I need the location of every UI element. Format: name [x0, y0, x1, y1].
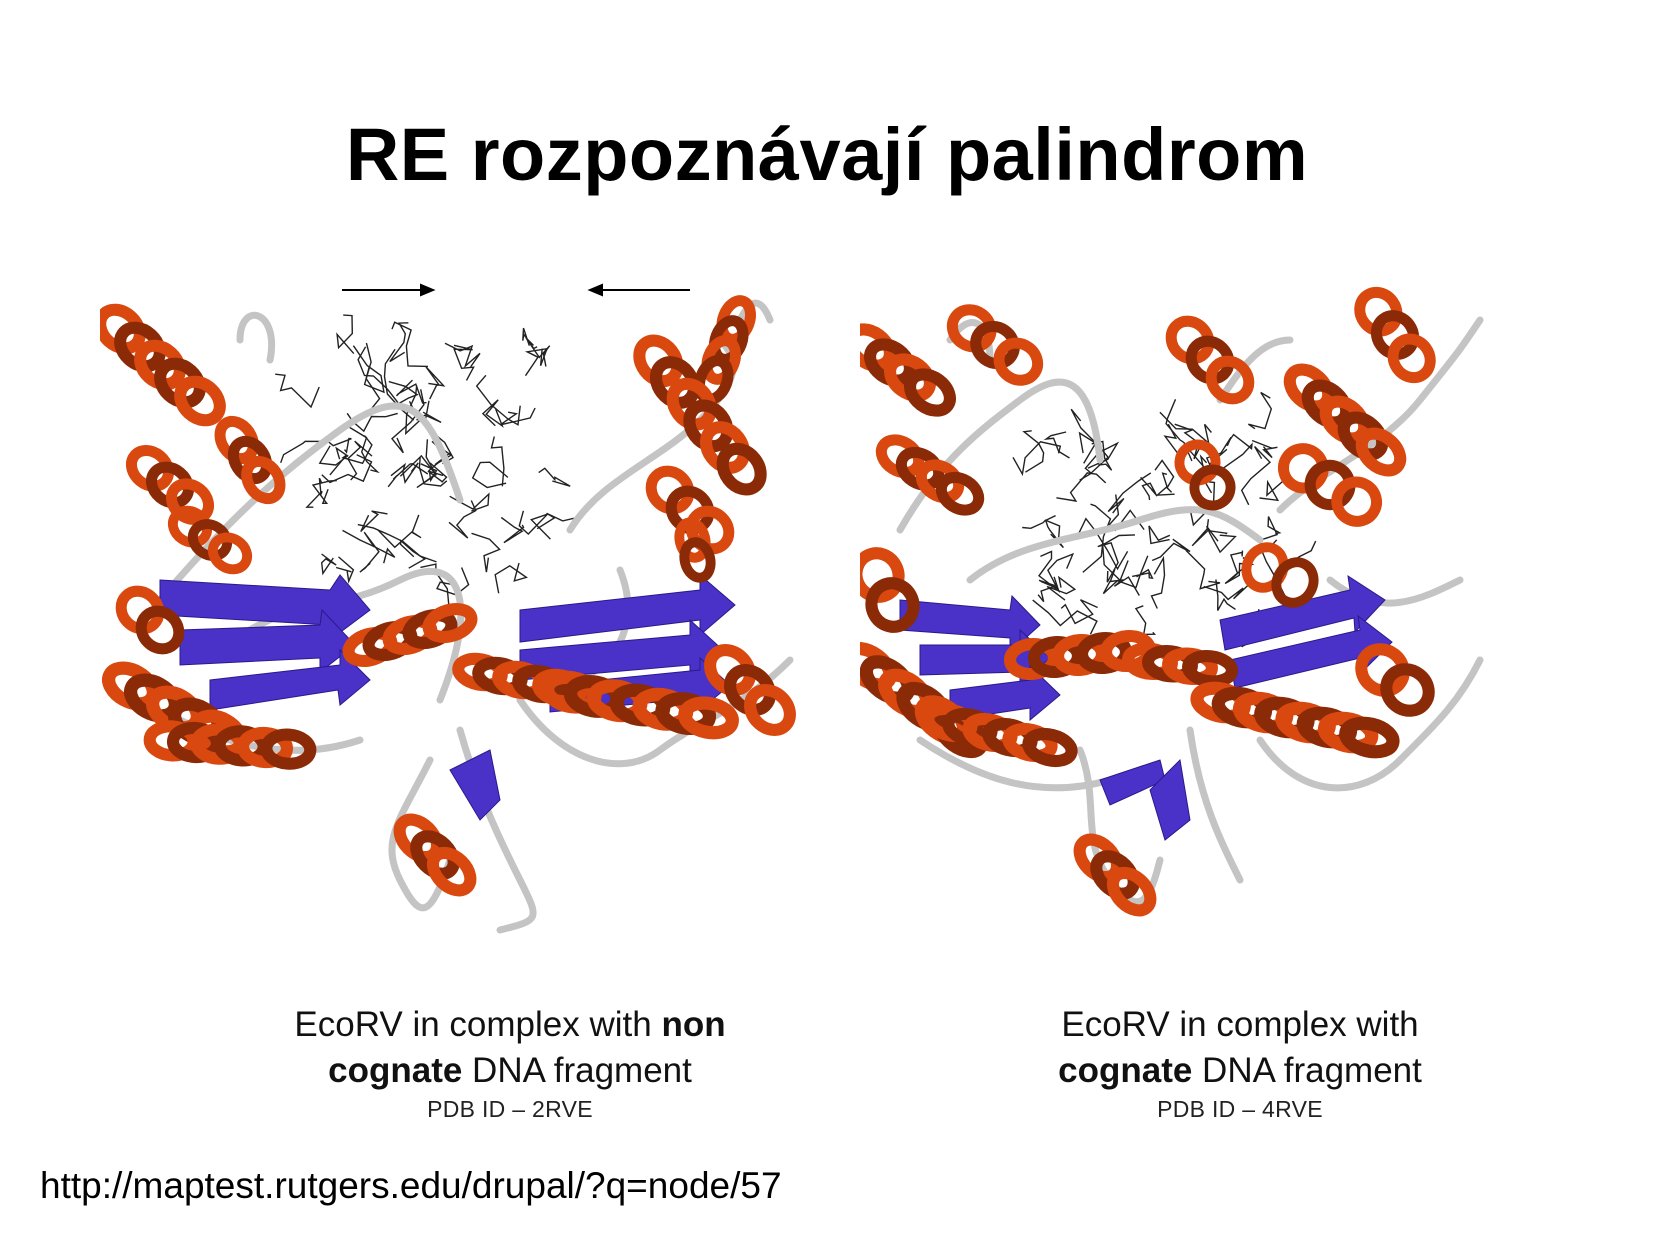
caption-cognate: EcoRV in complex with cognate DNA fragme…	[1000, 1002, 1480, 1124]
caption-line2-text: DNA fragment	[1192, 1051, 1422, 1090]
caption-line1-text: EcoRV in complex with	[1061, 1005, 1419, 1044]
dna-stick-model	[275, 314, 579, 622]
palindrome-arrows	[342, 283, 690, 297]
pdb-id-label: PDB ID – 4RVE	[1157, 1096, 1323, 1122]
beta-sheet-ribbons	[899, 574, 1393, 841]
caption-line2-text: DNA fragment	[462, 1051, 692, 1090]
caption-line2-bold: cognate	[328, 1051, 463, 1090]
caption-line2-bold: cognate	[1058, 1051, 1193, 1090]
caption-line1-text: EcoRV in complex with	[294, 1005, 662, 1044]
pdb-id-label: PDB ID – 2RVE	[427, 1096, 593, 1122]
ecorv-cognate-structure-image	[860, 286, 1484, 917]
caption-noncognate: EcoRV in complex with non cognate DNA fr…	[240, 1002, 780, 1124]
alpha-helix-ribbons	[100, 295, 796, 897]
caption-line1-bold: non	[661, 1005, 726, 1044]
alpha-helix-ribbons	[860, 286, 1436, 917]
ecorv-noncognate-structure-image	[100, 283, 796, 934]
slide-title: RE rozpoznávají palindrom	[345, 113, 1309, 196]
source-url-link[interactable]: http://maptest.rutgers.edu/drupal/?q=nod…	[40, 1165, 782, 1206]
